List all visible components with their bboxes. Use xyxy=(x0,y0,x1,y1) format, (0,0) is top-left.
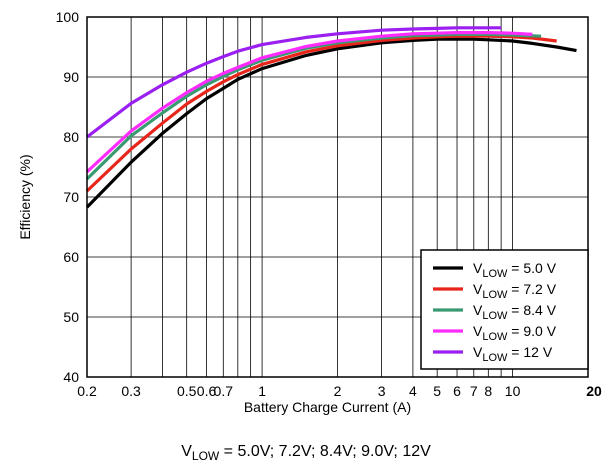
legend-prefix: V xyxy=(473,260,483,276)
x-tick-label: 20 xyxy=(586,383,602,399)
y-tick-label: 80 xyxy=(63,129,79,145)
legend-entry-label: VLOW = 5.0 V xyxy=(473,260,557,280)
legend-rest: = 7.2 V xyxy=(507,281,556,297)
legend-entry-label: VLOW = 7.2 V xyxy=(473,281,557,301)
y-axis-label: Efficiency (%) xyxy=(17,154,33,239)
legend-entry-label: VLOW = 9.0 V xyxy=(473,323,557,343)
y-tick-label: 70 xyxy=(63,189,79,205)
legend-prefix: V xyxy=(473,323,483,339)
x-tick-label: 2 xyxy=(334,383,342,399)
x-tick-label: 0.5 xyxy=(177,383,197,399)
x-tick-labels: 0.2 0.3 0.5 0.60.7 1 2 3 4 5 6 7 8 10 20 xyxy=(77,383,602,399)
x-tick-label: 7 xyxy=(470,383,478,399)
x-tick-label: 5 xyxy=(433,383,441,399)
x-tick-label: 6 xyxy=(453,383,461,399)
y-tick-label: 90 xyxy=(63,69,79,85)
x-axis-label: Battery Charge Current (A) xyxy=(244,399,411,415)
x-tick-label: 4 xyxy=(409,383,417,399)
y-tick-labels: 40 50 60 70 80 90 100 xyxy=(56,9,80,385)
legend-subscript: LOW xyxy=(482,289,508,301)
plot-frame xyxy=(86,16,589,378)
x-tick-label: 0.6 xyxy=(197,383,217,399)
legend-entry-label: VLOW = 12 V xyxy=(473,344,553,364)
legend-prefix: V xyxy=(473,344,483,360)
x-tick-label: 10 xyxy=(505,383,521,399)
legend-subscript: LOW xyxy=(482,331,508,343)
series-line xyxy=(85,31,533,173)
legend-rest: = 5.0 V xyxy=(507,260,556,276)
caption-rest: = 5.0V; 7.2V; 8.4V; 9.0V; 12V xyxy=(219,443,431,460)
legend-subscript: LOW xyxy=(482,310,508,322)
x-tick-label: 0.2 xyxy=(77,383,97,399)
series-line xyxy=(86,26,502,139)
legend-rest: = 8.4 V xyxy=(507,302,556,318)
legend-subscript: LOW xyxy=(482,352,508,364)
series-line xyxy=(85,32,542,181)
x-tick-label: 0.3 xyxy=(121,383,141,399)
legend-entry-label: VLOW = 8.4 V xyxy=(473,302,557,322)
legend-prefix: V xyxy=(473,281,483,297)
legend-rest: = 12 V xyxy=(507,344,552,360)
caption-subscript: LOW xyxy=(192,449,220,463)
legend-rest: = 9.0 V xyxy=(507,323,556,339)
x-tick-label: 1 xyxy=(258,383,266,399)
x-tick-label: 8 xyxy=(484,383,492,399)
legend-subscript: LOW xyxy=(482,268,508,280)
y-tick-label: 40 xyxy=(63,369,79,385)
x-tick-label: 0.7 xyxy=(214,383,234,399)
caption-prefix: V xyxy=(181,443,192,460)
y-tick-label: 60 xyxy=(63,249,79,265)
series-line xyxy=(85,34,557,193)
series-line xyxy=(85,37,577,209)
chart-caption: VLOW = 5.0V; 7.2V; 8.4V; 9.0V; 12V xyxy=(181,443,431,463)
legend-prefix: V xyxy=(473,302,483,318)
x-tick-label: 3 xyxy=(378,383,386,399)
series-lines xyxy=(85,26,577,209)
y-tick-label: 50 xyxy=(63,309,79,325)
y-tick-label: 100 xyxy=(56,9,80,25)
